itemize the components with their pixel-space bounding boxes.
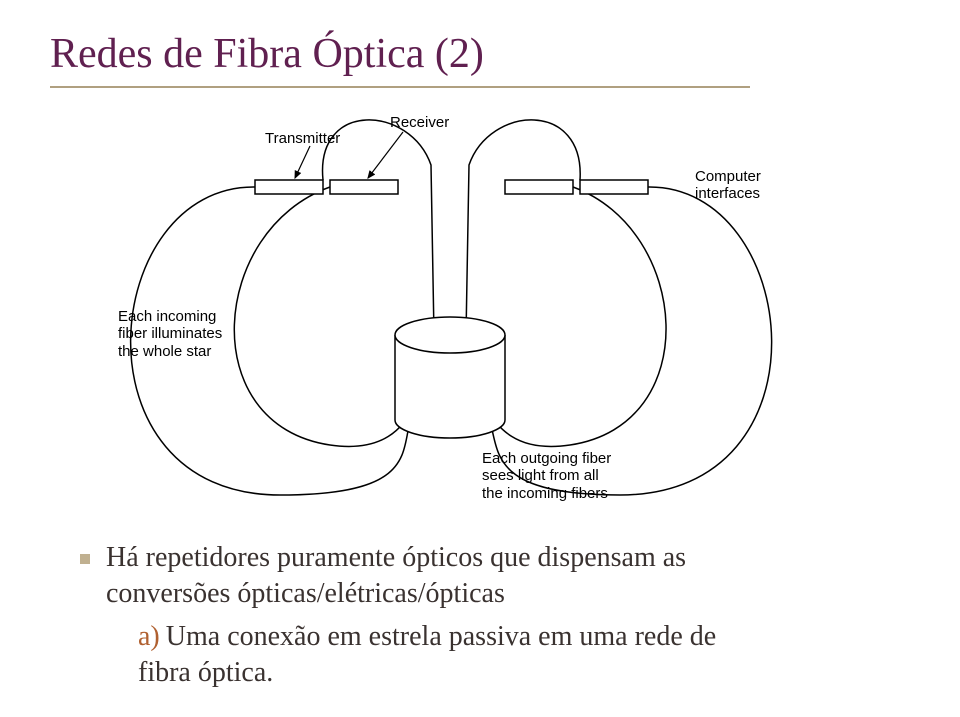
- title-underline: [50, 86, 750, 88]
- incoming-line1: Each incoming: [118, 308, 216, 325]
- receiver-label: Receiver: [390, 114, 449, 131]
- bullet-list: Há repetidores puramente ópticos que dis…: [80, 540, 900, 692]
- computer-interfaces-line2: interfaces: [695, 185, 760, 202]
- computer-interfaces-label: Computer interfaces: [695, 168, 761, 203]
- fiber-optic-star-diagram: Transmitter Receiver Computer interfaces…: [100, 110, 860, 510]
- sub-bullet-line1: Uma conexão em estrela passiva em uma re…: [166, 621, 716, 652]
- bullet-1-line1: Há repetidores puramente ópticos que dis…: [106, 542, 686, 573]
- sub-bullet-line2: fibra óptica.: [138, 657, 273, 688]
- computer-interfaces-line1: Computer: [695, 168, 761, 185]
- bullet-1: Há repetidores puramente ópticos que dis…: [80, 540, 900, 613]
- bullet-1-line2: conversões ópticas/elétricas/ópticas: [106, 578, 505, 609]
- title-text: Redes de Fibra Óptica (2): [50, 31, 484, 77]
- page-title: Redes de Fibra Óptica (2): [50, 30, 484, 78]
- transmitter-label: Transmitter: [265, 130, 340, 147]
- incoming-line2: fiber illuminates: [118, 325, 222, 342]
- outgoing-line1: Each outgoing fiber: [482, 450, 611, 467]
- sub-bullet-label: a): [138, 621, 160, 652]
- sub-bullet-a: a)Uma conexão em estrela passiva em uma …: [80, 619, 900, 692]
- outgoing-line2: sees light from all: [482, 467, 599, 484]
- outgoing-line3: the incoming fibers: [482, 485, 608, 502]
- incoming-line3: the whole star: [118, 343, 211, 360]
- incoming-fiber-label: Each incoming fiber illuminates the whol…: [118, 308, 222, 360]
- outgoing-fiber-label: Each outgoing fiber sees light from all …: [482, 450, 611, 502]
